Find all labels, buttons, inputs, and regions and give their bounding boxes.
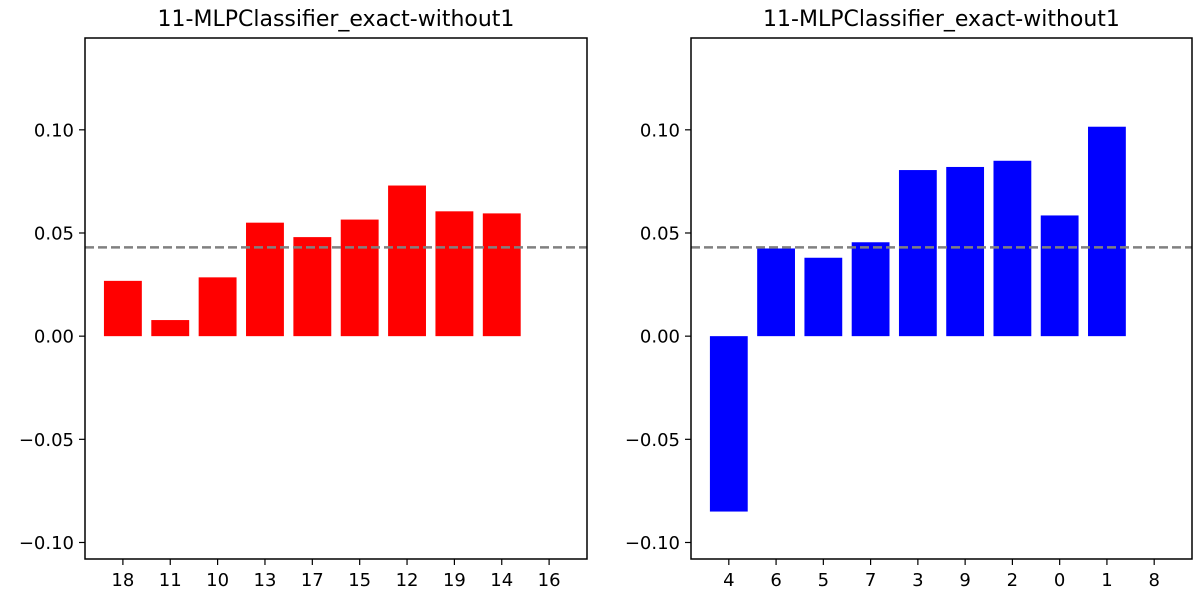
left-xtick-label: 12	[396, 570, 419, 591]
right-chart-panel: −0.10 −0.05 0.00 0.05 0.10 4 6 5 7 3 9 2 0 1 8 11-MLPCl…	[625, 7, 1193, 591]
left-xtick-label: 11	[159, 570, 182, 591]
left-bar-12	[388, 185, 426, 337]
left-bar-13	[246, 222, 284, 337]
right-xtick-label: 1	[1101, 570, 1112, 591]
left-ytick-label: 0.00	[34, 327, 74, 348]
right-xtick-label: 5	[818, 570, 829, 591]
left-bar-11	[151, 320, 190, 337]
left-xtick-label: 15	[348, 570, 371, 591]
right-bar-5	[804, 257, 843, 337]
right-xtick-label: 4	[723, 570, 734, 591]
left-xtick-label: 13	[254, 570, 277, 591]
left-ytick-label: −0.05	[19, 430, 74, 451]
right-xtick-label: 6	[770, 570, 781, 591]
right-xtick-label: 9	[959, 570, 970, 591]
left-xtick-label: 19	[443, 570, 466, 591]
left-axes-frame	[84, 37, 588, 560]
right-bar-4	[709, 336, 748, 512]
right-bar-2	[993, 160, 1032, 337]
left-ytick-label: −0.10	[19, 533, 74, 554]
right-ytick-label: −0.05	[625, 430, 680, 451]
left-chart-title: 11-MLPClassifier_exact-without1	[158, 7, 515, 32]
right-bar-7	[851, 242, 890, 337]
right-xtick-label: 0	[1054, 570, 1065, 591]
left-xtick-label: 16	[538, 570, 561, 591]
right-xtick-label: 7	[865, 570, 876, 591]
left-ytick-label: 0.10	[34, 120, 74, 141]
left-xtick-label: 18	[111, 570, 134, 591]
left-bar-18	[103, 280, 142, 337]
left-ytick-label: 0.05	[34, 223, 74, 244]
left-xtick-label: 10	[206, 570, 229, 591]
left-bar-15	[340, 219, 379, 337]
right-bar-3	[898, 170, 937, 337]
left-bar-19	[435, 211, 474, 337]
right-ytick-label: 0.05	[640, 223, 680, 244]
right-axes-frame	[690, 37, 1193, 560]
right-bar-1	[1088, 126, 1126, 337]
right-xtick-label: 2	[1007, 570, 1018, 591]
right-chart-title: 11-MLPClassifier_exact-without1	[763, 7, 1120, 32]
right-bar-0	[1040, 215, 1079, 337]
left-xtick-label: 17	[301, 570, 324, 591]
left-chart-panel: −0.10 −0.05 0.00 0.05 0.10 18 11 10 13 17 15 12 19 14…	[19, 7, 588, 591]
left-xtick-label: 14	[490, 570, 513, 591]
right-xtick-label: 8	[1148, 570, 1159, 591]
left-bar-10	[198, 277, 237, 337]
right-ytick-label: 0.10	[640, 120, 680, 141]
right-ytick-label: 0.00	[640, 327, 680, 348]
right-xtick-label: 3	[912, 570, 923, 591]
left-bar-14	[482, 213, 521, 337]
right-ytick-label: −0.10	[625, 533, 680, 554]
right-bar-6	[757, 248, 795, 337]
right-bar-9	[946, 166, 985, 337]
left-bar-17	[293, 237, 332, 337]
